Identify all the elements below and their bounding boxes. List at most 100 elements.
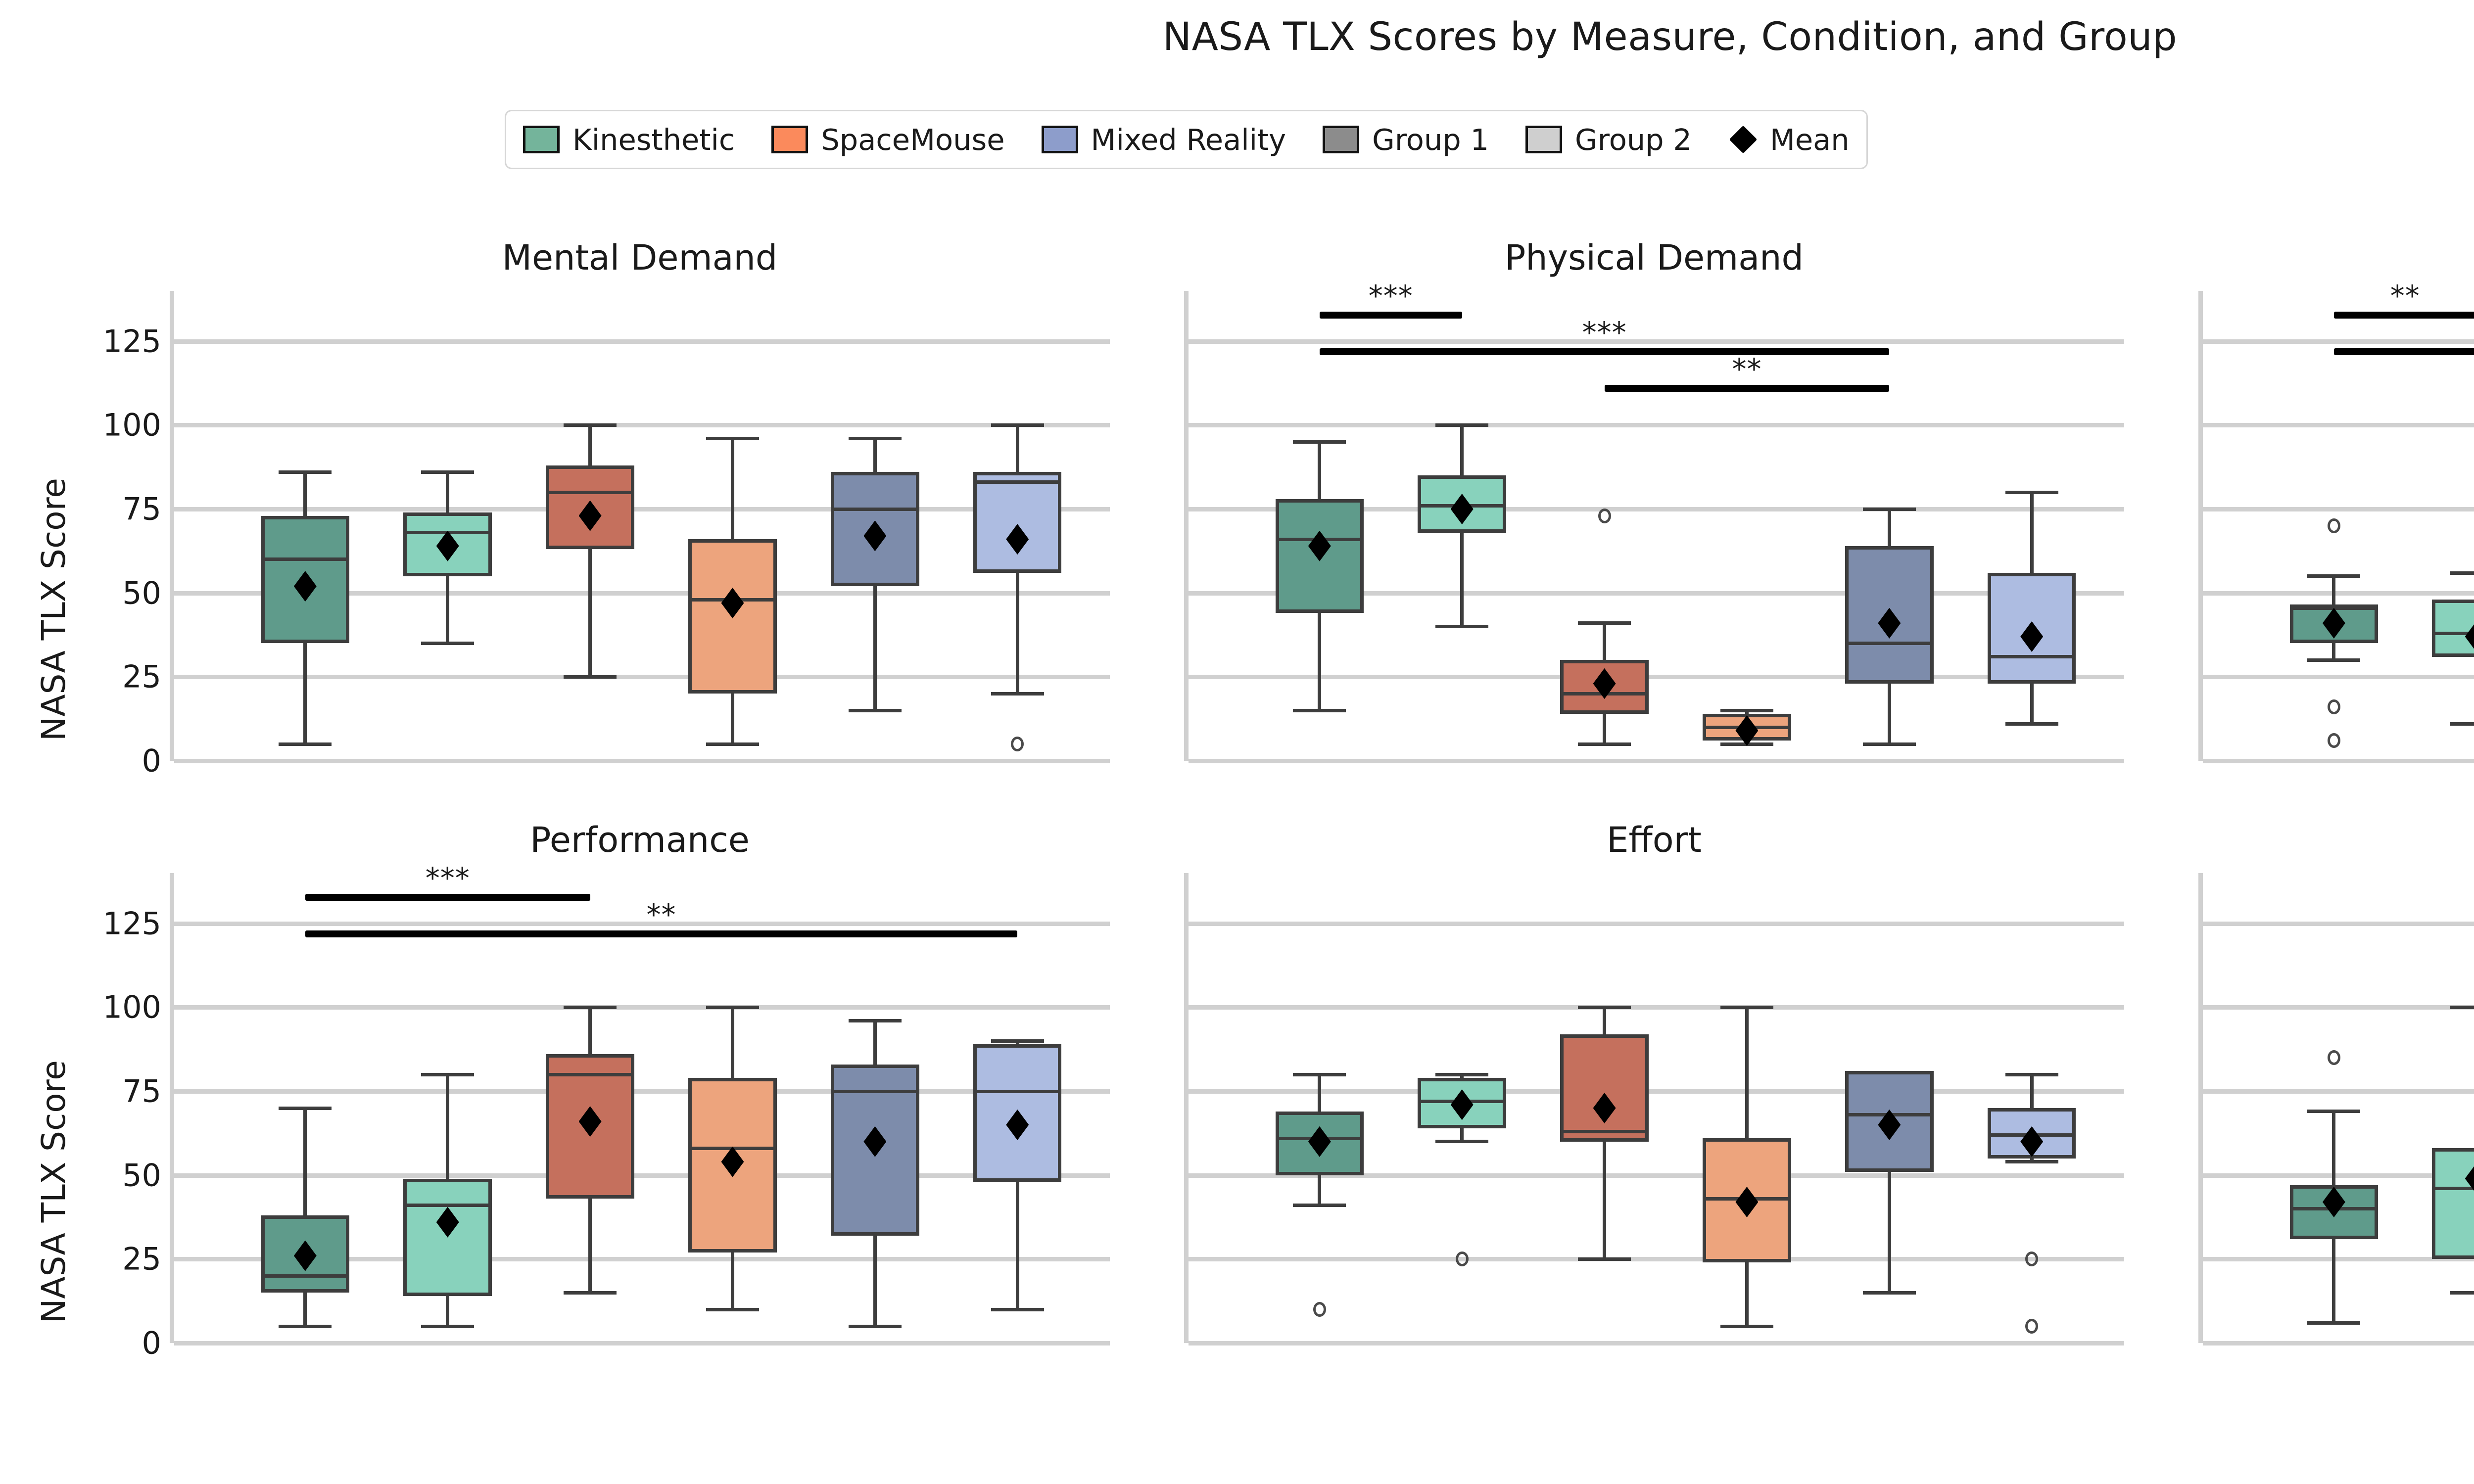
box[interactable] [2432,600,2474,657]
whisker-cap-upper [1435,1072,1489,1076]
significance-label: *** [1582,316,1627,349]
gridline [174,1173,1110,1178]
whisker-cap-upper [848,437,902,441]
whisker-cap-lower [1578,742,1631,746]
gridline [174,591,1110,596]
whisker-cap-upper [1578,621,1631,625]
whisker-cap-upper [421,470,475,474]
outlier-point [2327,699,2340,715]
y-tick-label: 100 [102,407,161,443]
whisker-cap-lower [2307,1321,2361,1325]
whisker-cap-upper [1720,708,1774,712]
significance-bar [1319,312,1462,319]
chart-legend: Kinesthetic SpaceMouse Mixed Reality Group … [505,110,1868,169]
mean-diamond-icon [1729,125,1758,154]
gridline [2203,1341,2474,1345]
whisker-cap-lower [1293,708,1346,712]
gridline [1189,507,2124,512]
outlier-point [2327,518,2340,533]
whisker-line [588,425,592,677]
whisker-cap-upper [2005,1072,2058,1076]
whisker-cap-lower [421,642,475,645]
gridline [174,675,1110,680]
whisker-cap-lower [991,692,1044,696]
gridline [1189,759,2124,763]
legend-swatch-icon [771,126,809,153]
subplot-title: Temporal Demand [2198,237,2474,278]
plot-area: **** [2198,279,2474,763]
outlier-point [2327,1050,2340,1066]
legend-label: Group 2 [1575,122,1692,157]
whisker-cap-upper [564,1005,617,1009]
outlier-point [2025,1319,2039,1334]
box[interactable] [973,1044,1062,1182]
significance-bar [1319,348,1890,355]
subplot-physical-demand: Physical Demand *** ** *** [1184,237,2124,763]
whisker-cap-upper [706,437,760,441]
legend-swatch-icon [1323,126,1360,153]
median-line [2432,1187,2474,1191]
whisker-cap-upper [1578,1005,1631,1009]
gridline [174,423,1110,428]
y-tick-label: 75 [122,1073,161,1110]
legend-entry-spacemouse[interactable]: SpaceMouse [771,123,1005,157]
legend-swatch-icon [523,126,560,153]
significance-bar [2333,312,2474,319]
significance-label: *** [1368,279,1413,313]
gridline [2203,1257,2474,1262]
whisker-cap-lower [2450,1291,2474,1295]
significance-bar [2333,348,2474,355]
significance-bar [305,930,1018,937]
gridline [2203,675,2474,680]
whisker-cap-upper [279,1106,332,1110]
gridline [1189,1173,2124,1178]
whisker-cap-lower [1293,1204,1346,1207]
gridline [1189,921,2124,926]
legend-entry-group-1[interactable]: Group 1 [1323,123,1489,157]
y-tick-label: 0 [142,742,161,779]
significance-label: ** [1732,352,1762,386]
legend-entry-mixed-reality[interactable]: Mixed Reality [1041,123,1286,157]
whisker-cap-upper [1435,423,1489,427]
box[interactable] [1988,573,2076,684]
whisker-cap-lower [991,1307,1044,1311]
whisker-cap-upper [1862,507,1916,511]
gridline [2203,1173,2474,1178]
whisker-cap-upper [991,423,1044,427]
median-line [546,490,634,494]
y-tick-label: 75 [122,491,161,527]
whisker-cap-lower [1435,625,1489,629]
whisker-cap-upper [421,1072,475,1076]
significance-bar [1604,385,1890,392]
whisker-cap-lower [564,1291,617,1295]
whisker-cap-lower [1862,1291,1916,1295]
whisker-cap-lower [279,742,332,746]
whisker-cap-lower [1435,1140,1489,1144]
gridline [2203,921,2474,926]
median-line [973,1089,1062,1093]
plot-area [1184,873,2124,1345]
chart-title: NASA TLX Scores by Measure, Condition, a… [1162,15,2178,59]
y-tick-label: 125 [102,905,161,942]
gridline [174,339,1110,344]
box[interactable] [2432,1148,2474,1259]
gridline [2203,339,2474,344]
outlier-point [1455,1252,1469,1267]
legend-entry-group-2[interactable]: Group 2 [1525,123,1692,157]
whisker-cap-upper [564,423,617,427]
significance-bar [305,894,590,901]
legend-label: Group 1 [1372,122,1489,157]
outlier-point [1313,1302,1326,1317]
whisker-cap-lower [2005,1160,2058,1164]
box[interactable] [1560,1034,1649,1142]
legend-entry-mean[interactable]: Mean [1728,123,1850,157]
gridline [1189,1257,2124,1262]
legend-entry-kinesthetic[interactable]: Kinesthetic [523,123,735,157]
whisker-cap-lower [848,1324,902,1328]
subplot-title: Frustration [2198,820,2474,860]
box[interactable] [973,472,1062,573]
median-line [973,480,1062,484]
median-line [261,557,350,561]
gridline [174,1005,1110,1010]
whisker-cap-upper [706,1005,760,1009]
